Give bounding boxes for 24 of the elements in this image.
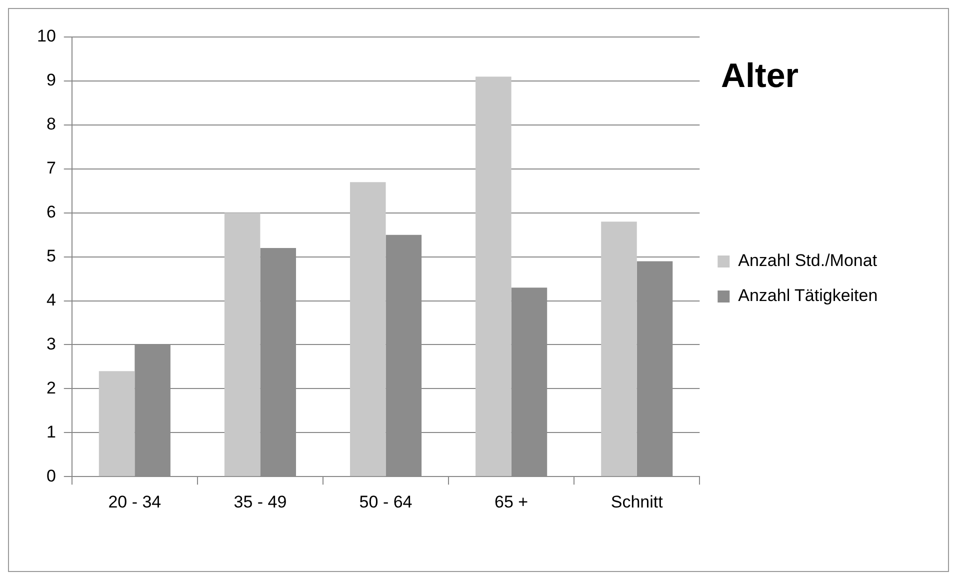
- y-tick-label: 1: [46, 422, 56, 442]
- bar: [224, 212, 260, 476]
- y-tick-label: 0: [46, 466, 56, 486]
- y-tick-label: 8: [46, 114, 56, 134]
- x-tick-label: 50 - 64: [359, 492, 412, 512]
- x-tick-label: 65 +: [494, 492, 528, 512]
- x-tick-label: Schnitt: [610, 492, 664, 512]
- legend-label: Anzahl Std./Monat: [738, 251, 878, 270]
- x-tick-label: 35 - 49: [234, 492, 287, 512]
- y-tick-label: 2: [46, 378, 56, 398]
- y-tick-label: 3: [46, 334, 56, 354]
- bar: [350, 182, 386, 476]
- y-tick-label: 9: [46, 70, 56, 90]
- x-tick-label: 20 - 34: [108, 492, 162, 512]
- legend-label: Anzahl Tätigkeiten: [738, 286, 878, 306]
- text: Alter: [721, 57, 798, 96]
- y-tick-label: 10: [36, 26, 56, 46]
- bar: [98, 371, 135, 476]
- bar: [601, 222, 637, 476]
- y-tick-label: 7: [46, 158, 56, 178]
- bar: [476, 76, 512, 476]
- y-tick-label: 6: [46, 202, 56, 222]
- y-tick-label: 4: [46, 290, 56, 310]
- y-tick-label: 5: [46, 246, 56, 266]
